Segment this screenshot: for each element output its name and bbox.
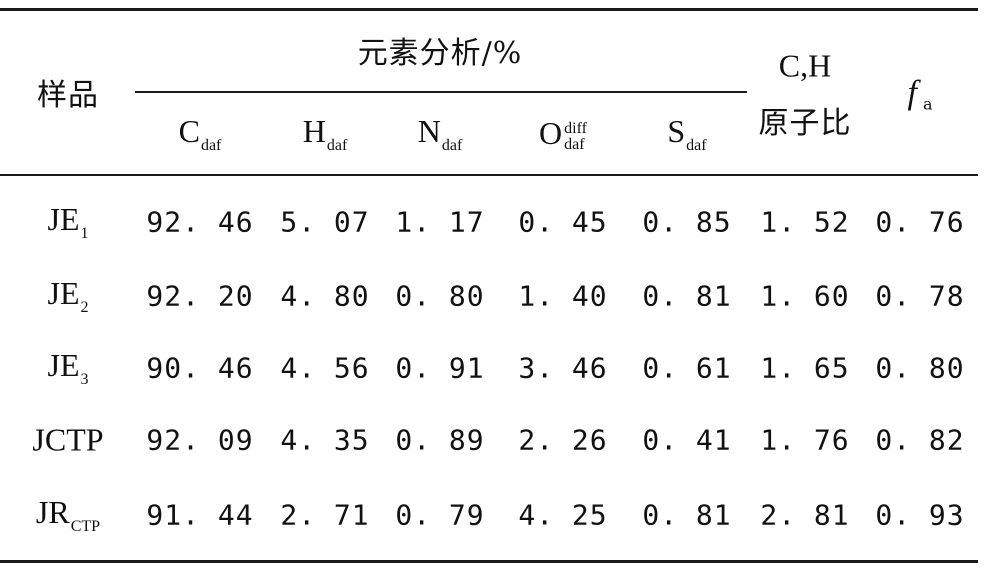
table-cell: 1. 40 xyxy=(518,279,608,313)
table-cell: 3. 46 xyxy=(518,351,608,385)
row-label: JRCTP xyxy=(35,494,101,535)
header-col-n: Ndaf xyxy=(417,113,463,154)
table-cell: 1. 17 xyxy=(395,205,485,239)
row-label: JCTP xyxy=(32,421,104,458)
table-cell: 0. 80 xyxy=(395,279,485,313)
header-fa-symbol: f xyxy=(907,74,917,112)
header-col-h: Hdaf xyxy=(302,113,348,154)
table-cell: 0. 41 xyxy=(642,423,732,457)
table-cell: 0. 79 xyxy=(395,498,485,532)
table-cell: 0. 45 xyxy=(518,205,608,239)
row-label: JE3 xyxy=(47,347,89,388)
bottom-rule xyxy=(0,560,978,563)
table-cell: 0. 89 xyxy=(395,423,485,457)
table-cell: 0. 81 xyxy=(642,498,732,532)
table-cell: 0. 61 xyxy=(642,351,732,385)
header-bottom-rule xyxy=(0,174,978,176)
table-cell: 1. 52 xyxy=(760,205,850,239)
table-cell: 0. 76 xyxy=(875,205,965,239)
table-cell: 4. 25 xyxy=(518,498,608,532)
table-cell: 0. 80 xyxy=(875,351,965,385)
header-ch-line1: C,H xyxy=(778,47,832,84)
table-cell: 4. 56 xyxy=(280,351,370,385)
table-cell: 2. 26 xyxy=(518,423,608,457)
table-cell: 1. 65 xyxy=(760,351,850,385)
header-col-c: Cdaf xyxy=(178,113,222,154)
header-ch-line2: 原子比 xyxy=(758,106,852,141)
table-cell: 0. 91 xyxy=(395,351,485,385)
table-cell: 92. 09 xyxy=(146,423,254,457)
table-cell: 92. 20 xyxy=(146,279,254,313)
table-cell: 1. 76 xyxy=(760,423,850,457)
row-label: JE1 xyxy=(47,201,89,242)
table-cell: 92. 46 xyxy=(146,205,254,239)
table-cell: 4. 35 xyxy=(280,423,370,457)
table-cell: 5. 07 xyxy=(280,205,370,239)
header-fa-subscript: a xyxy=(922,94,933,114)
table-cell: 1. 60 xyxy=(760,279,850,313)
row-label: JE2 xyxy=(47,275,89,316)
table-cell: 91. 44 xyxy=(146,498,254,532)
table-cell: 0. 93 xyxy=(875,498,965,532)
group-header-rule xyxy=(135,91,747,93)
header-elemental-analysis: 元素分析/% xyxy=(357,36,523,71)
table-cell: 0. 82 xyxy=(875,423,965,457)
table-cell: 2. 71 xyxy=(280,498,370,532)
table-cell: 2. 81 xyxy=(760,498,850,532)
header-col-s: Sdaf xyxy=(667,113,707,154)
header-sample: 样品 xyxy=(37,78,99,113)
table-cell: 90. 46 xyxy=(146,351,254,385)
table-cell: 0. 85 xyxy=(642,205,732,239)
top-rule xyxy=(0,8,978,11)
table-cell: 0. 81 xyxy=(642,279,732,313)
table-cell: 0. 78 xyxy=(875,279,965,313)
table-cell: 4. 80 xyxy=(280,279,370,313)
